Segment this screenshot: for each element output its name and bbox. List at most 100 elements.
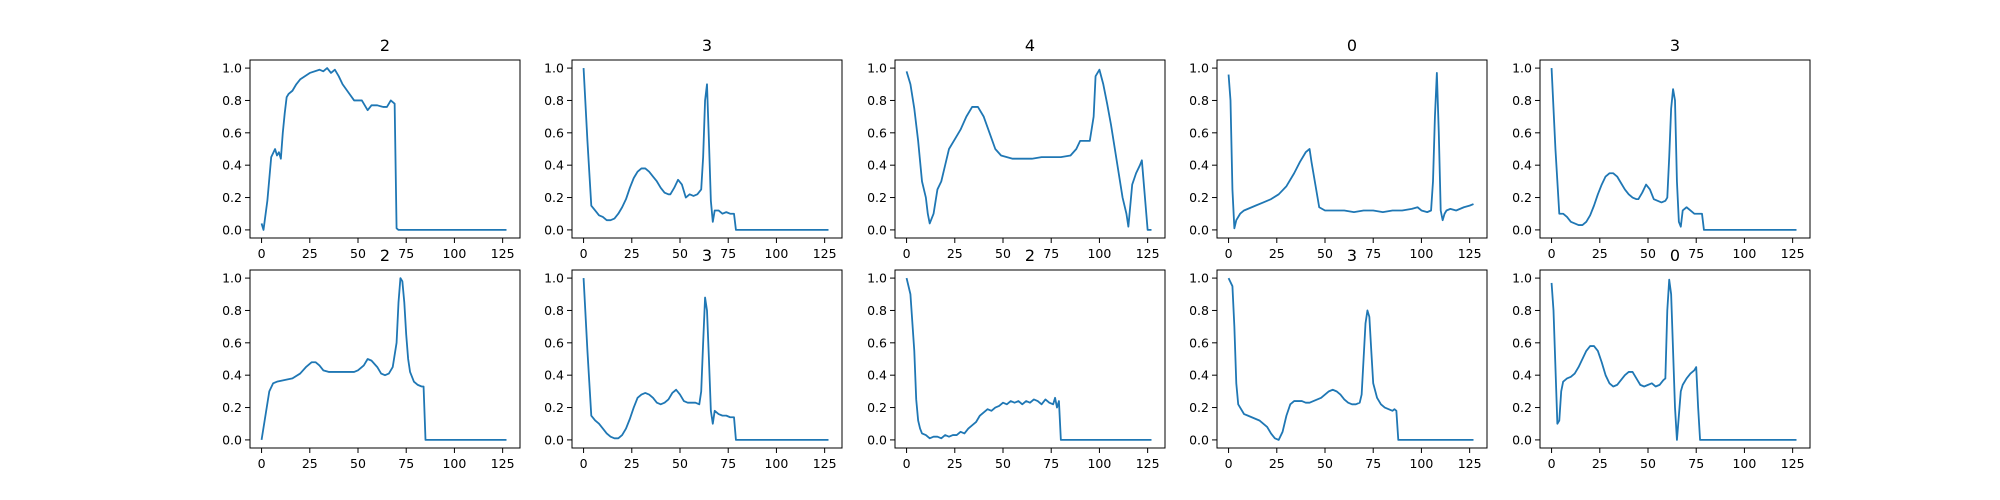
x-tick-label: 75 (1365, 456, 1381, 471)
axes-frame (894, 59, 1166, 239)
y-tick-label: 0.8 (544, 303, 564, 318)
y-tick-label: 0.2 (1512, 190, 1532, 205)
x-tick-label: 75 (1043, 246, 1059, 261)
y-tick-label: 0.8 (222, 303, 242, 318)
x-tick-label: 25 (947, 246, 963, 261)
subplot-1: 2 0 25 50 75 100 125 0.0 0.2 0.4 0.6 0.8 1.0 (222, 36, 521, 261)
x-tick-label: 100 (1409, 246, 1433, 261)
x-tick-label: 0 (903, 246, 911, 261)
x-tick-label: 125 (491, 456, 515, 471)
y-tick-label: 1.0 (867, 61, 887, 76)
x-tick-label: 125 (1136, 456, 1160, 471)
y-tick-label: 0.4 (1512, 158, 1532, 173)
axes-frame (894, 269, 1166, 449)
y-tick-label: 0.6 (867, 125, 887, 140)
x-tick-label: 100 (442, 246, 466, 261)
axes-frame (1216, 59, 1488, 239)
y-tick-label: 0.0 (222, 432, 242, 447)
axes-frame (249, 269, 521, 449)
x-tick-label: 50 (995, 246, 1011, 261)
y-tick-label: 0.8 (1189, 93, 1209, 108)
x-tick-label: 125 (1781, 456, 1805, 471)
subplot-9: 3 0 25 50 75 100 125 0.0 0.2 0.4 0.6 0.8 1.0 (1189, 246, 1488, 471)
series-line (582, 278, 829, 441)
y-tick-label: 0.6 (544, 125, 564, 140)
y-tick-label: 0.0 (222, 222, 242, 237)
x-tick-label: 50 (350, 456, 366, 471)
series-line (260, 67, 507, 231)
y-tick-label: 1.0 (544, 271, 564, 286)
y-tick-label: 1.0 (1512, 271, 1532, 286)
y-tick-label: 0.6 (1512, 335, 1532, 350)
y-tick-label: 0.4 (544, 368, 564, 383)
y-tick-label: 0.6 (222, 125, 242, 140)
axes-frame (1539, 269, 1811, 449)
subplot-title: 2 (1025, 246, 1035, 265)
subplot-title: 0 (1347, 36, 1357, 55)
series-line (905, 277, 1152, 441)
y-tick-label: 1.0 (544, 61, 564, 76)
x-tick-label: 0 (1225, 456, 1233, 471)
y-tick-label: 0.4 (1512, 368, 1532, 383)
y-tick-label: 0.0 (1512, 432, 1532, 447)
subplot-title: 3 (1670, 36, 1680, 55)
subplot-7: 3 0 25 50 75 100 125 0.0 0.2 0.4 0.6 0.8 1.0 (544, 246, 843, 471)
y-tick-label: 0.2 (222, 190, 242, 205)
y-tick-label: 0.4 (1189, 368, 1209, 383)
x-tick-label: 75 (398, 246, 414, 261)
x-tick-label: 50 (1640, 456, 1656, 471)
x-tick-label: 75 (1365, 246, 1381, 261)
y-tick-label: 0.2 (867, 190, 887, 205)
y-tick-label: 0.0 (544, 432, 564, 447)
y-tick-label: 0.0 (1189, 222, 1209, 237)
x-tick-label: 125 (1458, 246, 1482, 261)
x-tick-label: 50 (995, 456, 1011, 471)
y-tick-label: 0.6 (867, 335, 887, 350)
y-tick-label: 0.8 (544, 93, 564, 108)
y-tick-label: 0.2 (544, 190, 564, 205)
subplot-6: 2 0 25 50 75 100 125 0.0 0.2 0.4 0.6 0.8 1.0 (222, 246, 521, 471)
x-tick-label: 25 (302, 246, 318, 261)
axes-frame (1216, 269, 1488, 449)
y-tick-label: 0.0 (867, 432, 887, 447)
y-tick-label: 0.2 (1189, 190, 1209, 205)
x-tick-label: 25 (624, 456, 640, 471)
x-tick-label: 0 (1225, 246, 1233, 261)
y-tick-label: 0.4 (1189, 158, 1209, 173)
y-tick-label: 0.0 (867, 222, 887, 237)
subplot-title: 2 (380, 36, 390, 55)
series-line (905, 68, 1152, 231)
axes-frame (1539, 59, 1811, 239)
x-tick-label: 75 (398, 456, 414, 471)
y-tick-label: 0.2 (1189, 400, 1209, 415)
y-tick-label: 1.0 (1512, 61, 1532, 76)
series-line (1227, 72, 1474, 230)
series-line (1227, 277, 1474, 441)
x-tick-label: 25 (1592, 456, 1608, 471)
axes-frame (571, 269, 843, 449)
subplot-5: 3 0 25 50 75 100 125 0.0 0.2 0.4 0.6 0.8 1.0 (1512, 36, 1811, 261)
y-tick-label: 0.0 (1512, 222, 1532, 237)
subplot-title: 3 (1347, 246, 1357, 265)
x-tick-label: 50 (672, 246, 688, 261)
y-tick-label: 0.8 (1189, 303, 1209, 318)
subplot-10: 0 0 25 50 75 100 125 0.0 0.2 0.4 0.6 0.8 1.0 (1512, 246, 1811, 471)
subplot-title: 3 (702, 36, 712, 55)
x-tick-label: 50 (1317, 456, 1333, 471)
x-tick-label: 125 (1136, 246, 1160, 261)
subplot-title: 4 (1025, 36, 1035, 55)
x-tick-label: 0 (580, 246, 588, 261)
x-tick-label: 25 (1269, 246, 1285, 261)
subplot-8: 2 0 25 50 75 100 125 0.0 0.2 0.4 0.6 0.8 1.0 (867, 246, 1166, 471)
x-tick-label: 125 (1458, 456, 1482, 471)
x-tick-label: 125 (1781, 246, 1805, 261)
x-tick-label: 25 (947, 456, 963, 471)
series-line (1550, 68, 1797, 231)
x-tick-label: 0 (258, 246, 266, 261)
y-tick-label: 0.2 (867, 400, 887, 415)
y-tick-label: 1.0 (1189, 271, 1209, 286)
x-tick-label: 0 (1548, 246, 1556, 261)
x-tick-label: 0 (903, 456, 911, 471)
x-tick-label: 0 (258, 456, 266, 471)
